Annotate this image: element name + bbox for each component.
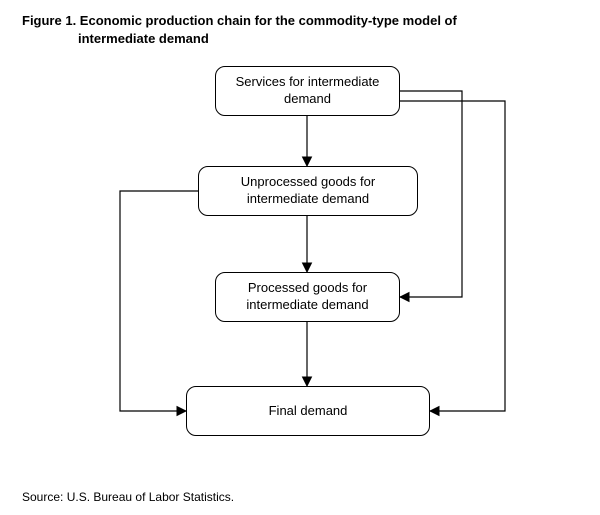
figure-title: Figure 1. Economic production chain for … (22, 12, 457, 30)
node-unprocessed-label: Unprocessed goods forintermediate demand (241, 174, 375, 208)
figure-title-line2: intermediate demand (78, 31, 209, 46)
node-services: Services for intermediatedemand (215, 66, 400, 116)
edge-services-to-final-right (400, 101, 505, 411)
node-processed: Processed goods forintermediate demand (215, 272, 400, 322)
figure-source: Source: U.S. Bureau of Labor Statistics. (22, 490, 234, 504)
node-final: Final demand (186, 386, 430, 436)
node-services-label: Services for intermediatedemand (236, 74, 380, 108)
node-unprocessed: Unprocessed goods forintermediate demand (198, 166, 418, 216)
figure-title-line1: Economic production chain for the commod… (80, 13, 457, 28)
edge-unprocessed-to-final-left (120, 191, 198, 411)
figure-title-prefix: Figure 1. (22, 13, 80, 28)
figure-title-line2-wrap: intermediate demand (78, 30, 209, 48)
node-final-label: Final demand (269, 403, 348, 420)
figure-canvas: Figure 1. Economic production chain for … (0, 0, 600, 515)
node-processed-label: Processed goods forintermediate demand (246, 280, 368, 314)
